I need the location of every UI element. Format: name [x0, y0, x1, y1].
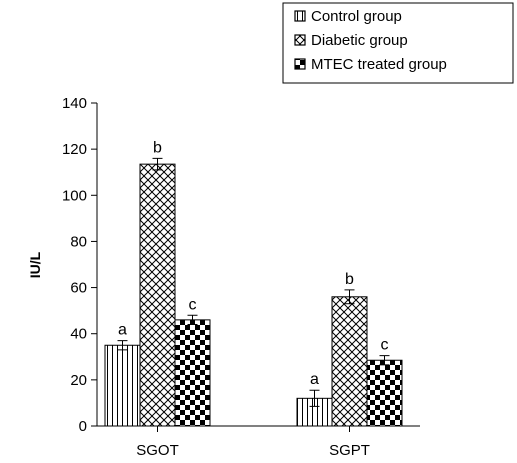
- plot-area: 0 20 40 60 80 100 120 140 a b c a b c SGOT SGPT: [62, 95, 420, 459]
- significance-label: a: [310, 371, 319, 388]
- significance-label: c: [381, 337, 389, 354]
- significance-label: b: [153, 139, 162, 156]
- legend-box: [282, 2, 514, 84]
- legend-swatch-vertical-stripes: [294, 10, 306, 22]
- legend-swatch-checkerboard: [294, 58, 306, 70]
- y-axis-title: IU/L: [27, 251, 43, 278]
- y-tick-label: 40: [70, 326, 87, 343]
- y-tick-label: 20: [70, 372, 87, 389]
- legend: Control group Diabetic group MTEC treated …: [282, 2, 514, 84]
- legend-swatch-diagonal-crosshatch: [294, 34, 306, 46]
- y-tick-label: 120: [62, 141, 87, 158]
- bar-checkerboard: [174, 319, 211, 427]
- legend-label: MTEC treated group: [311, 56, 447, 73]
- y-tick-label: 80: [70, 233, 87, 250]
- y-tick-label: 140: [62, 95, 87, 112]
- significance-label: a: [118, 322, 127, 339]
- y-tick-label: 60: [70, 280, 87, 297]
- legend-label: Control group: [311, 8, 402, 25]
- y-tick-label: 100: [62, 187, 87, 204]
- legend-label: Diabetic group: [311, 32, 408, 49]
- y-tick-label: 0: [79, 418, 87, 435]
- category-label: SGOT: [136, 442, 179, 459]
- significance-label: b: [345, 271, 354, 288]
- bar-vertical-stripes: [104, 344, 141, 427]
- significance-label: c: [189, 296, 197, 313]
- bar-diagonal-crosshatch: [139, 163, 176, 427]
- bar-diagonal-crosshatch: [331, 296, 368, 427]
- category-label: SGPT: [329, 442, 370, 459]
- bar-checkerboard: [366, 359, 403, 427]
